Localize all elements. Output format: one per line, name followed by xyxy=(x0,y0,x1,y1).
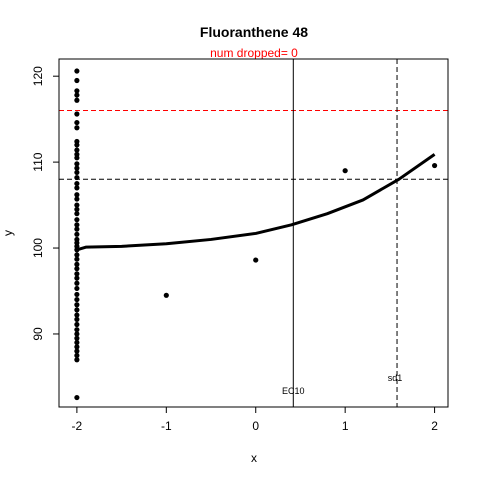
data-point xyxy=(74,271,80,277)
y-axis-title: y xyxy=(1,230,15,236)
x-tick-label: 2 xyxy=(431,419,438,433)
x-tick-label: 1 xyxy=(342,419,349,433)
data-point xyxy=(74,185,80,191)
data-point xyxy=(74,142,80,148)
data-point xyxy=(74,169,80,176)
data-point xyxy=(74,206,80,212)
chart-subtitle: num dropped= 0 xyxy=(210,46,298,60)
data-point xyxy=(253,257,259,263)
data-point xyxy=(74,222,80,228)
data-point xyxy=(74,312,80,318)
ec10-label: EC10 xyxy=(282,386,305,396)
data-point xyxy=(74,344,80,350)
data-point xyxy=(74,275,80,281)
y-tick-label: 120 xyxy=(31,66,45,86)
data-point xyxy=(74,119,80,126)
data-point xyxy=(74,266,80,272)
data-point xyxy=(74,97,80,103)
data-point xyxy=(74,316,80,322)
y-tick-label: 100 xyxy=(31,238,45,258)
data-point xyxy=(163,292,169,298)
data-point xyxy=(74,331,80,337)
data-point xyxy=(74,155,80,161)
data-point xyxy=(74,339,80,346)
data-point xyxy=(74,92,80,98)
data-point xyxy=(74,352,80,359)
data-point xyxy=(74,174,80,181)
data-point xyxy=(74,280,80,286)
data-point xyxy=(342,168,348,174)
data-point xyxy=(74,335,80,341)
data-point xyxy=(74,180,80,187)
plot-frame xyxy=(58,58,449,408)
chart-title: Fluoranthene 48 xyxy=(200,24,308,40)
data-point xyxy=(74,302,80,308)
data-point xyxy=(74,192,80,198)
data-point xyxy=(74,348,80,354)
data-point xyxy=(74,357,80,363)
data-point xyxy=(74,88,80,94)
data-point xyxy=(74,125,80,131)
data-point xyxy=(74,196,80,202)
data-point xyxy=(74,256,80,262)
data-point xyxy=(74,296,80,303)
data-point xyxy=(74,217,80,223)
data-point xyxy=(74,252,80,258)
x-axis-title: x xyxy=(251,451,257,465)
data-point xyxy=(74,247,80,253)
y-tick-label: 110 xyxy=(31,152,45,171)
data-point xyxy=(74,165,80,171)
data-point xyxy=(74,321,80,328)
data-point xyxy=(74,202,80,208)
data-point xyxy=(74,147,80,153)
fitted-curve xyxy=(76,153,436,252)
axis-layer: -2 -1 0 1 2 90 100 110 120 xyxy=(31,66,438,433)
data-point xyxy=(74,211,80,217)
data-point xyxy=(74,111,80,117)
data-point xyxy=(74,291,80,298)
data-point xyxy=(74,327,80,333)
data-point xyxy=(74,68,80,74)
x-tick-label: 0 xyxy=(252,419,259,433)
data-point xyxy=(431,162,438,169)
data-point xyxy=(74,77,80,84)
x-tick-label: -1 xyxy=(161,419,172,433)
x-tick-label: -2 xyxy=(72,419,83,433)
data-point xyxy=(74,285,80,292)
y-tick-label: 90 xyxy=(31,327,45,341)
data-point xyxy=(74,161,80,167)
plot-layer xyxy=(59,59,448,407)
data-point xyxy=(74,394,80,401)
data-point xyxy=(74,226,80,232)
sd1-label: sd1 xyxy=(388,373,403,383)
data-point xyxy=(74,261,80,267)
data-point xyxy=(74,307,80,313)
data-point xyxy=(74,231,80,237)
